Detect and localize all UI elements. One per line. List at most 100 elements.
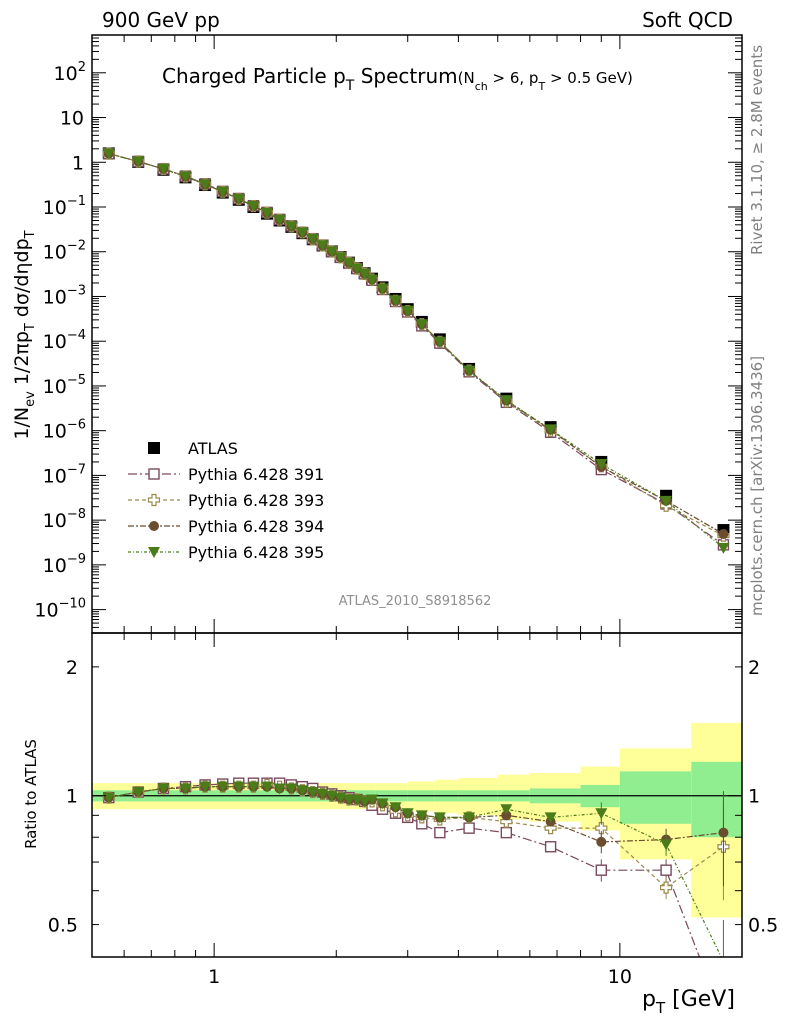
data-point xyxy=(718,529,729,540)
y-tick-label: 1 xyxy=(72,152,84,174)
ratio-point xyxy=(433,812,446,824)
legend-label: Pythia 6.428 393 xyxy=(188,491,324,510)
y-tick-label: 10−6 xyxy=(43,418,86,443)
analysis-watermark: ATLAS_2010_S8918562 xyxy=(339,594,492,609)
data-point xyxy=(296,227,309,239)
y-tick-label: 10−7 xyxy=(43,462,86,487)
ratio-point xyxy=(358,796,371,808)
rivet-label: Rivet 3.1.10, ≥ 2.8M events xyxy=(748,45,766,255)
data-point xyxy=(199,179,212,191)
y-tick-label: 10−4 xyxy=(43,328,86,353)
legend-marker xyxy=(148,547,160,558)
ratio-point xyxy=(247,781,260,793)
ratio-point xyxy=(595,864,607,876)
data-point xyxy=(351,263,364,275)
ratio-point xyxy=(595,822,608,835)
legend-entry: Pythia 6.428 393 xyxy=(128,491,324,510)
y-tick-label: 10−3 xyxy=(43,283,86,308)
ratio-point xyxy=(401,808,414,820)
main-series xyxy=(102,147,730,554)
ratio-point xyxy=(296,785,309,797)
legend-entry: Pythia 6.428 395 xyxy=(128,543,324,562)
ratio-point xyxy=(316,788,329,800)
ratio-point xyxy=(463,822,475,834)
x-tick-label: 10 xyxy=(608,966,632,988)
ratio-y-tick-label: 0.5 xyxy=(48,915,78,937)
ratio-point xyxy=(717,956,730,957)
ratio-point xyxy=(544,841,557,853)
ratio-point xyxy=(261,781,274,793)
legend-marker xyxy=(147,493,161,507)
y-tick-label: 10 xyxy=(60,108,84,130)
data-point xyxy=(415,319,428,331)
data-point xyxy=(595,458,608,470)
ratio-point xyxy=(596,836,607,847)
ratio-point xyxy=(273,783,286,795)
header-right: Soft QCD xyxy=(642,8,733,32)
x-axis-label: pT [GeV] xyxy=(642,987,735,1017)
axes-frame xyxy=(91,632,743,958)
y-tick-label: 10−9 xyxy=(43,552,86,577)
ratio-point xyxy=(325,790,338,802)
header-left: 900 GeV pp xyxy=(102,8,220,32)
ratio-point xyxy=(306,787,319,799)
ratio-point xyxy=(232,781,245,793)
data-point xyxy=(544,424,557,436)
data-point xyxy=(500,395,513,407)
ratio-y-axis-label: Ratio to ATLAS xyxy=(22,739,40,849)
ratio-y-tick-label-right: 0.5 xyxy=(748,915,778,937)
ratio-point xyxy=(434,826,446,839)
data-point xyxy=(179,171,192,183)
data-point xyxy=(334,252,347,264)
legend-entry: Pythia 6.428 391 xyxy=(128,465,324,484)
data-point xyxy=(273,214,286,226)
ratio-y-tick-label: 1 xyxy=(66,786,78,808)
ratio-y-tick-label-right: 1 xyxy=(748,786,760,808)
ratio-point xyxy=(463,812,476,824)
data-point xyxy=(102,148,115,160)
legend: ATLAS Pythia 6.428 391 Pythia 6.428 393 Pyt… xyxy=(128,439,324,562)
ratio-point xyxy=(366,794,379,806)
ratio-point xyxy=(500,826,513,839)
data-point xyxy=(306,233,319,245)
ratio-point xyxy=(389,802,402,814)
chart-title: Charged Particle pT Spectrum(Nch > 6, pT… xyxy=(162,64,633,94)
ratio-series-clip xyxy=(102,777,730,1024)
ratio-point xyxy=(500,804,513,816)
ratio-point xyxy=(285,783,298,795)
y-tick-label: 102 xyxy=(54,60,86,85)
mcplots-label: mcplots.cern.ch [arXiv:1306.3436] xyxy=(748,356,766,616)
ratio-point xyxy=(544,812,557,824)
data-point xyxy=(717,542,730,554)
stat-uncertainty-band xyxy=(691,761,742,838)
y-tick-label: 10−2 xyxy=(43,239,86,264)
ratio-point xyxy=(415,810,428,822)
ratio-y-tick-label: 2 xyxy=(66,657,78,679)
ratio-point xyxy=(179,783,192,795)
ratio-series xyxy=(102,777,730,1024)
data-point xyxy=(232,193,245,205)
ratio-point xyxy=(718,1015,728,1024)
ratio-point xyxy=(343,794,356,806)
data-point xyxy=(132,156,145,168)
ratio-point xyxy=(660,839,673,851)
data-point xyxy=(660,495,673,507)
legend-marker xyxy=(148,442,160,454)
data-point xyxy=(366,274,379,286)
ratio-series-pythia-6-428-395 xyxy=(102,781,730,957)
y-tick-label: 10−5 xyxy=(43,373,86,398)
series-pythia-6-428-395 xyxy=(102,148,730,554)
main-y-axis-label: 1/Nev 1/2πpT dσ/dηdpT xyxy=(11,230,38,439)
y-tick-label: 10−8 xyxy=(43,507,86,532)
data-point xyxy=(376,283,389,295)
legend-entry: Pythia 6.428 394 xyxy=(128,517,324,536)
legend-entry: ATLAS xyxy=(148,439,238,458)
legend-marker xyxy=(149,521,159,531)
data-point xyxy=(325,246,338,258)
legend-label: Pythia 6.428 394 xyxy=(188,517,324,536)
y-tick-label: 10−1 xyxy=(43,194,86,219)
legend-label: Pythia 6.428 391 xyxy=(188,465,324,484)
data-point xyxy=(247,201,260,213)
data-point xyxy=(316,240,329,252)
